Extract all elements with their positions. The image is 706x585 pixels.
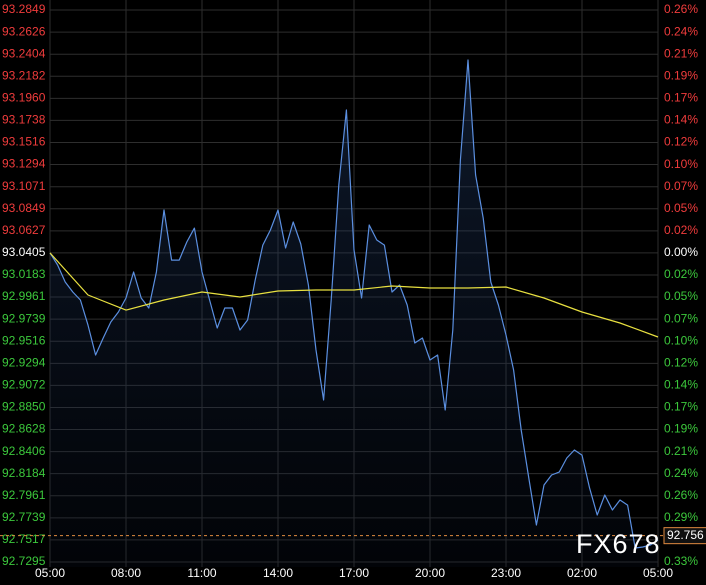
y2-tick-label: 0.10%: [664, 333, 698, 347]
x-tick-label: 05:00: [643, 566, 673, 580]
y2-tick-label: 0.00%: [664, 245, 698, 259]
y2-tick-label: 0.26%: [664, 488, 698, 502]
y2-tick-label: 0.14%: [664, 113, 698, 127]
y-tick-label: 92.7739: [2, 510, 46, 524]
y2-tick-label: 0.12%: [664, 355, 698, 369]
y2-tick-label: 0.29%: [664, 510, 698, 524]
x-tick-label: 20:00: [415, 566, 445, 580]
y-tick-label: 92.9516: [2, 333, 46, 347]
y-tick-label: 93.1960: [2, 91, 46, 105]
y-tick-label: 93.0183: [2, 267, 46, 281]
watermark: FX678: [576, 529, 661, 559]
y-tick-label: 92.7961: [2, 488, 46, 502]
y-tick-label: 92.7517: [2, 532, 46, 546]
y2-tick-label: 0.21%: [664, 444, 698, 458]
y-tick-label: 92.9961: [2, 289, 46, 303]
y2-tick-label: 0.17%: [664, 400, 698, 414]
y2-tick-label: 0.19%: [664, 68, 698, 82]
x-tick-label: 08:00: [111, 566, 141, 580]
y-tick-label: 93.0627: [2, 223, 46, 237]
average-line: [49, 252, 659, 338]
y2-tick-label: 0.24%: [664, 466, 698, 480]
y2-tick-label: 0.10%: [664, 157, 698, 171]
y-tick-label: 93.2849: [2, 2, 46, 16]
y-tick-label: 93.0849: [2, 201, 46, 215]
x-tick-label: 23:00: [491, 566, 521, 580]
y2-tick-label: 0.33%: [664, 554, 698, 568]
y2-tick-label: 0.12%: [664, 135, 698, 149]
y-tick-label: 93.2626: [2, 24, 46, 38]
y-tick-label: 93.2182: [2, 68, 46, 82]
y2-tick-label: 0.07%: [664, 179, 698, 193]
y-tick-label: 92.8184: [2, 466, 46, 480]
y-tick-label: 92.9072: [2, 378, 46, 392]
y-tick-label: 93.0405: [2, 245, 46, 259]
y2-tick-label: 0.05%: [664, 289, 698, 303]
y-tick-label: 93.1738: [2, 113, 46, 127]
x-tick-label: 17:00: [339, 566, 369, 580]
y2-tick-label: 0.26%: [664, 2, 698, 16]
y2-tick-label: 0.14%: [664, 378, 698, 392]
y2-tick-label: 0.24%: [664, 24, 698, 38]
y2-tick-label: 0.17%: [664, 91, 698, 105]
y2-tick-label: 0.19%: [664, 422, 698, 436]
y-tick-label: 92.8406: [2, 444, 46, 458]
last-price-label: 92.756: [667, 528, 704, 542]
y-tick-label: 93.1516: [2, 135, 46, 149]
x-tick-label: 14:00: [263, 566, 293, 580]
x-tick-label: 02:00: [567, 566, 597, 580]
x-tick-label: 05:00: [35, 566, 65, 580]
y-tick-label: 92.9739: [2, 311, 46, 325]
y2-tick-label: 0.02%: [664, 267, 698, 281]
y2-tick-label: 0.02%: [664, 223, 698, 237]
last-price-box: [663, 527, 706, 545]
y-tick-label: 92.7295: [2, 554, 46, 568]
y2-tick-label: 0.21%: [664, 46, 698, 60]
price-line: [49, 59, 659, 549]
x-tick-label: 11:00: [187, 566, 216, 580]
y-tick-label: 92.9294: [2, 355, 46, 369]
price-area: [50, 60, 658, 567]
y-tick-label: 93.1071: [2, 179, 46, 193]
y2-tick-label: 0.05%: [664, 201, 698, 215]
y-tick-label: 93.1294: [2, 157, 46, 171]
y-tick-label: 92.8850: [2, 400, 46, 414]
y-tick-label: 93.2404: [2, 46, 46, 60]
y-tick-label: 92.8628: [2, 422, 46, 436]
y2-tick-label: 0.07%: [664, 311, 698, 325]
